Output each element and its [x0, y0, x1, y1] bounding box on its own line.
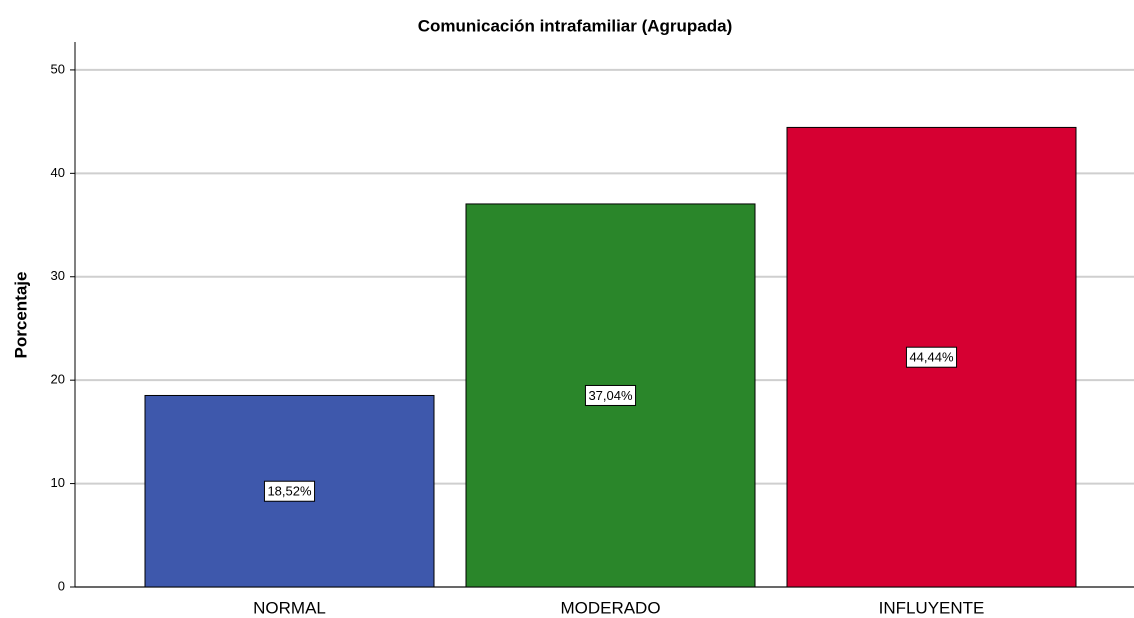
y-tick-label: 10 — [51, 475, 65, 490]
y-axis-label: Porcentaje — [11, 272, 30, 359]
x-tick-label: INFLUYENTE — [879, 598, 985, 617]
y-tick-label: 50 — [51, 61, 65, 76]
value-label: 44,44% — [909, 350, 954, 365]
y-tick-label: 40 — [51, 165, 65, 180]
value-label-box — [905, 346, 958, 368]
value-label-box — [584, 384, 637, 406]
y-tick-label: 30 — [51, 268, 65, 283]
value-label: 18,52% — [267, 484, 312, 499]
y-tick-label: 0 — [58, 578, 65, 593]
x-tick-label: NORMAL — [253, 598, 326, 617]
chart-title: Comunicación intrafamiliar (Agrupada) — [418, 16, 733, 35]
y-tick-label: 20 — [51, 372, 65, 387]
x-tick-label: MODERADO — [560, 598, 660, 617]
value-label: 37,04% — [588, 388, 633, 403]
value-label-box — [263, 480, 316, 502]
